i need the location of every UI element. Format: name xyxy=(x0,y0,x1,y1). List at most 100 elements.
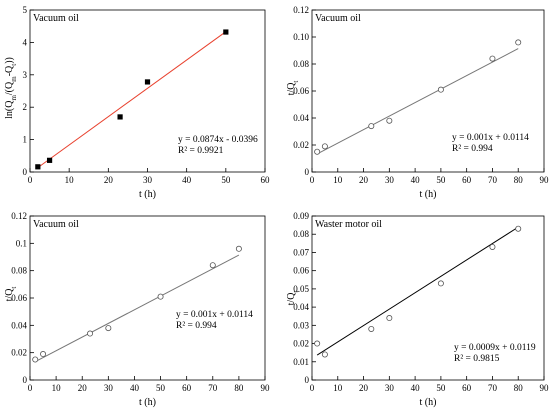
chart-panel: 0 10 20 30 40 50 60 70 80 90 0 0.01 0.02 0.03 0.04 0.05… xyxy=(286,211,549,408)
data-point xyxy=(144,79,151,85)
x-tick-label: 90 xyxy=(540,383,550,393)
data-point xyxy=(437,86,444,93)
x-axis-label: t (h) xyxy=(420,189,437,200)
y-tick-label: 0.06 xyxy=(11,293,27,303)
y-tick-label: 0.01 xyxy=(293,357,309,367)
x-tick-label: 10 xyxy=(333,175,343,185)
x-tick-label: 10 xyxy=(52,383,62,393)
x-tick-label: 10 xyxy=(65,175,75,185)
plot-frame xyxy=(311,9,545,173)
data-point xyxy=(87,330,94,337)
data-point xyxy=(105,325,112,332)
x-axis-label: t (h) xyxy=(139,189,156,200)
plot-frame xyxy=(29,215,266,381)
y-tick-label: 0.05 xyxy=(293,284,309,294)
x-tick-label: 60 xyxy=(261,175,271,185)
data-point xyxy=(368,123,375,130)
plot-frame xyxy=(311,215,545,381)
x-tick-label: 40 xyxy=(411,383,421,393)
x-tick-label: 30 xyxy=(104,383,114,393)
x-tick-label: 90 xyxy=(540,175,550,185)
panel-title: Vacuum oil xyxy=(33,219,79,230)
x-tick-label: 70 xyxy=(488,175,498,185)
data-point xyxy=(314,340,321,347)
y-tick-label: 0.07 xyxy=(293,247,309,257)
x-tick-label: 50 xyxy=(221,175,231,185)
x-tick-label: 30 xyxy=(143,175,153,185)
y-tick-label: 0.04 xyxy=(293,302,309,312)
x-tick-label: 60 xyxy=(462,175,472,185)
y-tick-label: 0.04 xyxy=(11,320,27,330)
y-tick-label: 0.12 xyxy=(11,211,27,221)
x-tick-label: 90 xyxy=(261,383,271,393)
y-tick-label: 0.02 xyxy=(293,140,309,150)
data-point xyxy=(223,29,229,35)
x-tick-label: 80 xyxy=(234,383,244,393)
x-tick-label: 80 xyxy=(514,175,524,185)
x-tick-label: 60 xyxy=(182,383,192,393)
fit-equation: y = 0.001x + 0.0114 xyxy=(176,310,253,320)
panel-title: Vacuum oil xyxy=(33,13,79,24)
y-tick-label: 0.10 xyxy=(293,32,309,42)
y-tick-label: 0 xyxy=(305,167,310,177)
data-point xyxy=(386,315,393,322)
x-tick-label: 50 xyxy=(436,175,446,185)
y-tick-label: 0.09 xyxy=(293,211,309,221)
x-tick-label: 0 xyxy=(28,383,33,393)
r-squared: R² = 0.9921 xyxy=(178,146,224,156)
data-point xyxy=(321,143,328,150)
fit-line xyxy=(37,31,227,169)
r-squared: R² = 0.9815 xyxy=(454,354,500,364)
y-axis-label: t/Qt xyxy=(286,81,300,96)
panel-title: Waster motor oil xyxy=(315,219,382,230)
x-tick-label: 0 xyxy=(310,175,315,185)
chart-panel: 0 10 20 30 40 50 60 70 80 90 0 0.02 0.04 0.06 0.08 0.1 0… xyxy=(4,211,270,408)
x-tick-label: 0 xyxy=(28,175,33,185)
y-tick-label: 0.08 xyxy=(293,59,309,69)
x-axis-label: t (h) xyxy=(420,397,437,408)
y-tick-label: 0 xyxy=(305,375,310,385)
x-tick-label: 20 xyxy=(359,383,369,393)
y-tick-label: 0.1 xyxy=(16,238,27,248)
data-point xyxy=(515,39,522,46)
x-tick-label: 20 xyxy=(78,383,88,393)
y-axis-label: ln(Qm/(Qm-Qt)) xyxy=(4,57,18,119)
y-tick-label: 0.02 xyxy=(11,348,27,358)
data-point xyxy=(489,55,496,62)
data-point xyxy=(35,164,41,170)
y-tick-label: 0.02 xyxy=(293,339,309,349)
data-point xyxy=(368,325,375,332)
x-tick-label: 40 xyxy=(411,175,421,185)
y-tick-label: 0.06 xyxy=(293,266,309,276)
x-tick-label: 60 xyxy=(462,383,472,393)
y-tick-label: 0.08 xyxy=(293,229,309,239)
data-point xyxy=(386,117,393,124)
fit-line xyxy=(34,254,240,363)
x-axis-label: t (h) xyxy=(139,397,156,408)
data-point xyxy=(314,148,321,155)
data-point xyxy=(489,243,496,250)
y-tick-label: 0.08 xyxy=(11,266,27,276)
x-tick-label: 30 xyxy=(385,175,395,185)
y-tick-label: 0.06 xyxy=(293,86,309,96)
y-tick-label: 5 xyxy=(23,5,28,15)
y-tick-label: 0 xyxy=(23,375,28,385)
fit-equation: y = 0.0009x + 0.0119 xyxy=(454,343,536,353)
x-tick-label: 70 xyxy=(488,383,498,393)
data-point xyxy=(321,351,328,358)
fit-equation: y = 0.0874x - 0.0396 xyxy=(178,135,258,145)
chart-panel: 0 10 20 30 40 50 60 0 1 2 3 4 5 Vacuum oil t (h) ln(Qm/… xyxy=(4,5,270,200)
data-point xyxy=(157,293,164,300)
y-tick-label: 0 xyxy=(23,167,28,177)
data-point xyxy=(515,225,522,232)
x-tick-label: 40 xyxy=(182,175,192,185)
data-point xyxy=(209,262,216,269)
y-tick-label: 4 xyxy=(23,37,28,47)
fit-equation: y = 0.001x + 0.0114 xyxy=(452,133,529,143)
x-tick-label: 10 xyxy=(333,383,343,393)
x-tick-label: 50 xyxy=(156,383,166,393)
y-tick-label: 0.03 xyxy=(293,320,309,330)
y-tick-label: 0.04 xyxy=(293,113,309,123)
x-tick-label: 20 xyxy=(104,175,114,185)
